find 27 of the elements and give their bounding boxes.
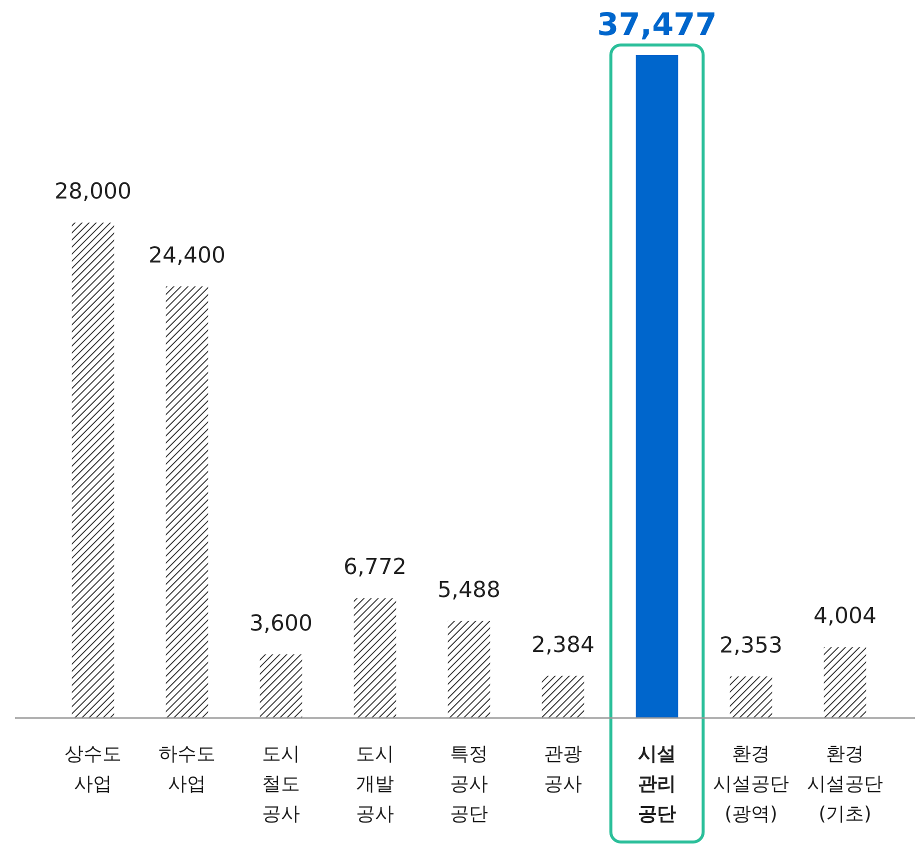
x-tick-label: 특정 공사 공단: [450, 743, 488, 825]
bar: [166, 286, 208, 718]
data-label: 3,600: [250, 611, 312, 636]
x-tick-label: 도시 철도 공사: [262, 743, 300, 825]
x-tick-label: 환경 시설공단 (기초): [807, 743, 883, 825]
x-tick-label: 관광 공사: [544, 743, 582, 795]
bar: [542, 676, 584, 718]
x-tick-label: 환경 시설공단 (광역): [713, 743, 789, 825]
bar: [72, 222, 114, 718]
data-label: 2,353: [720, 633, 782, 658]
bar: [730, 676, 772, 718]
x-tick-label: 상수도 사업: [64, 743, 122, 795]
data-label: 37,477: [597, 7, 717, 43]
bar: [448, 620, 490, 718]
data-label: 28,000: [54, 180, 132, 205]
data-label: 4,004: [814, 604, 876, 630]
bar: [354, 598, 396, 718]
bar: [824, 647, 866, 718]
x-tick-label: 시설 관리 공단: [638, 743, 676, 825]
x-tick-label: 하수도 사업: [158, 743, 216, 795]
bar: [636, 55, 678, 718]
data-label: 24,400: [148, 243, 226, 268]
data-label: 5,488: [438, 578, 500, 603]
x-tick-label: 도시 개발 공사: [356, 743, 394, 825]
data-label: 6,772: [344, 555, 406, 580]
data-label: 2,384: [532, 632, 594, 658]
bar: [260, 654, 302, 718]
